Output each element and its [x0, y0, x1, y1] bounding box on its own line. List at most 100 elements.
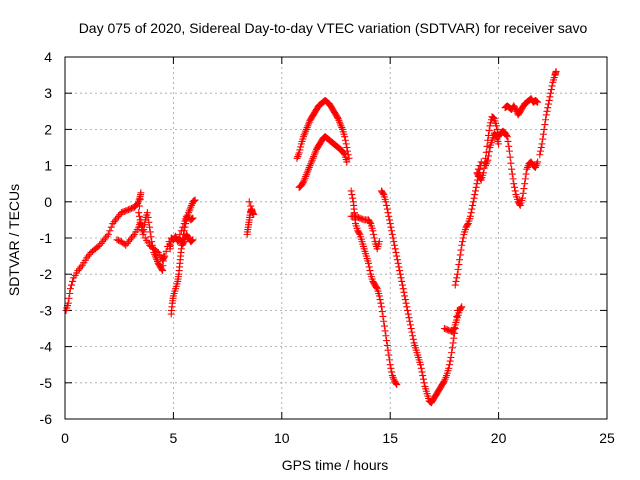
- data-point: [353, 213, 361, 221]
- data-point: [405, 314, 413, 322]
- data-point: [385, 356, 393, 364]
- data-point: [479, 169, 487, 177]
- data-point: [506, 153, 514, 161]
- data-point: [442, 325, 450, 333]
- data-point: [402, 299, 410, 307]
- data-point: [503, 133, 511, 141]
- data-point: [114, 236, 122, 244]
- data-point: [190, 197, 198, 205]
- x-tick-label: 10: [274, 430, 290, 446]
- plot-frame: [64, 56, 608, 420]
- data-point: [343, 144, 351, 151]
- data-point: [162, 247, 170, 255]
- data-point: [65, 294, 73, 302]
- data-point: [69, 277, 77, 285]
- y-tick-labels: -6 -5 -4 -3 -2 -1 0 1 2 3 4: [40, 49, 53, 427]
- data-point: [187, 237, 195, 245]
- data-point: [136, 195, 144, 203]
- data-point: [443, 326, 451, 334]
- data-point: [247, 202, 255, 210]
- data-point: [189, 214, 197, 222]
- data-point: [519, 189, 527, 197]
- data-point: [458, 303, 466, 311]
- data-point: [146, 223, 154, 231]
- data-point: [179, 234, 187, 242]
- data-point: [365, 263, 373, 271]
- data-point: [456, 251, 464, 259]
- data-point: [356, 214, 364, 222]
- data-point: [448, 349, 456, 357]
- data-point: [545, 96, 553, 104]
- y-tick-label: -1: [40, 230, 53, 246]
- data-point: [409, 335, 417, 343]
- data-point: [372, 283, 380, 291]
- data-point: [471, 187, 479, 195]
- data-point: [383, 341, 391, 349]
- data-points: [62, 67, 560, 407]
- data-point: [354, 213, 362, 221]
- data-point: [396, 270, 404, 278]
- data-point: [467, 209, 475, 217]
- data-point: [386, 220, 394, 228]
- data-point: [493, 125, 501, 133]
- x-tick-label: 5: [170, 430, 178, 446]
- data-point: [352, 212, 360, 220]
- data-point: [385, 351, 393, 359]
- data-point: [518, 194, 526, 202]
- data-point: [343, 158, 351, 166]
- data-point: [393, 256, 401, 264]
- data-point: [404, 306, 412, 314]
- data-point: [191, 196, 199, 204]
- data-point: [449, 339, 457, 347]
- data-point: [538, 140, 546, 148]
- data-point: [544, 104, 552, 112]
- data-point: [380, 322, 388, 330]
- data-point: [464, 221, 472, 229]
- data-point: [66, 290, 74, 298]
- y-tick-label: 1: [44, 158, 52, 174]
- data-point: [470, 194, 478, 202]
- data-point: [161, 252, 169, 260]
- chart-title: Day 075 of 2020, Sidereal Day-to-day VTE…: [79, 20, 588, 36]
- data-point: [176, 230, 184, 238]
- data-point: [516, 200, 524, 208]
- data-point: [188, 215, 196, 223]
- data-point: [482, 148, 490, 156]
- data-point: [468, 205, 476, 213]
- data-point: [391, 241, 399, 249]
- data-point: [539, 135, 547, 143]
- y-tick-label: 0: [44, 194, 52, 210]
- data-point: [404, 310, 412, 318]
- data-point: [489, 113, 497, 121]
- data-point: [355, 229, 363, 237]
- data-point: [457, 246, 465, 254]
- data-point: [392, 248, 400, 256]
- data-point: [469, 201, 477, 209]
- data-point: [440, 325, 448, 332]
- data-point: [473, 180, 481, 188]
- data-point: [127, 204, 135, 212]
- data-point: [148, 238, 156, 246]
- data-point: [340, 150, 348, 158]
- data-point: [507, 159, 515, 167]
- data-point: [533, 98, 541, 106]
- data-point: [520, 185, 528, 193]
- data-point: [510, 180, 518, 188]
- data-point: [398, 277, 406, 285]
- data-point: [342, 140, 350, 148]
- data-point: [508, 170, 516, 178]
- data-point: [542, 111, 550, 119]
- data-point: [365, 259, 373, 267]
- data-point: [375, 238, 383, 246]
- data-point: [122, 207, 130, 215]
- data-point: [294, 151, 302, 159]
- data-point: [485, 127, 493, 135]
- data-point: [393, 252, 401, 260]
- x-tick-labels: 0 5 10 15 20 25: [61, 430, 615, 446]
- data-point: [401, 292, 409, 300]
- data-point: [543, 107, 551, 115]
- data-point: [450, 334, 458, 342]
- data-point: [388, 230, 396, 238]
- data-point: [542, 116, 550, 124]
- data-point: [419, 375, 427, 383]
